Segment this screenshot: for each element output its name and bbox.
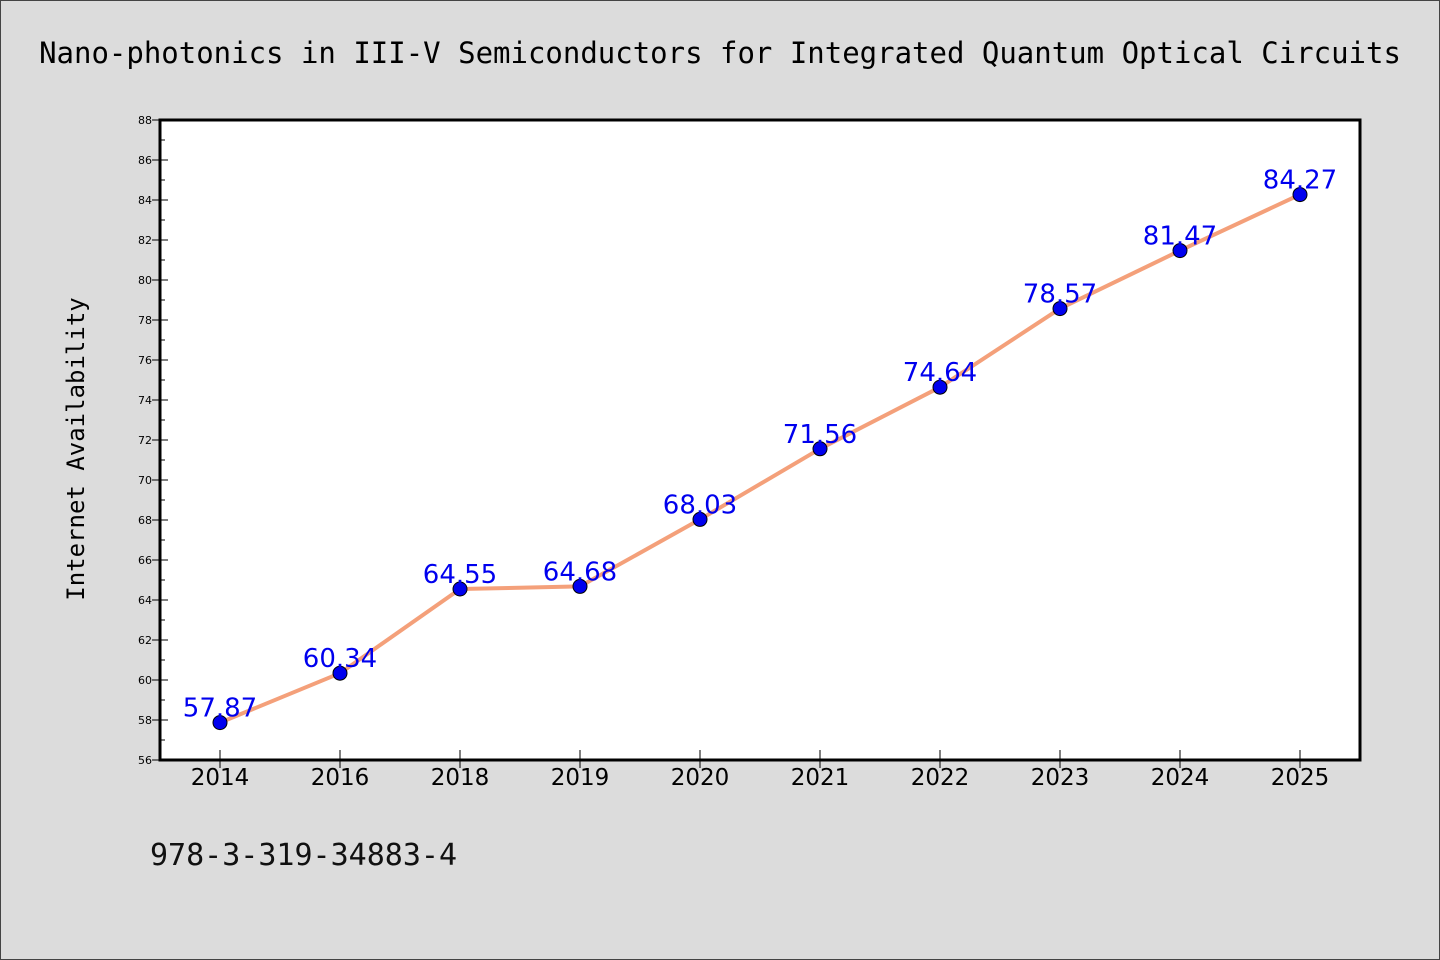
chart-title: Nano-photonics in III-V Semiconductors f… — [39, 36, 1401, 70]
data-point — [692, 511, 708, 527]
data-label: 57.87 — [183, 694, 257, 724]
data-point — [1172, 243, 1188, 259]
y-tick-label: 68 — [138, 514, 152, 527]
y-axis-label: Internet Availability — [62, 297, 90, 600]
data-label: 81.47 — [1143, 222, 1217, 252]
data-point — [332, 665, 348, 681]
data-label: 78.57 — [1023, 280, 1097, 310]
x-axis: 2014 2016 2018 2019 2020 2021 2022 2023 2024 2025 — [191, 750, 1330, 791]
data-label: 68.03 — [663, 490, 737, 520]
y-tick-label: 78 — [138, 314, 152, 327]
x-tick-label: 2024 — [1151, 765, 1210, 791]
y-tick-label: 70 — [138, 474, 152, 487]
y-tick-label: 58 — [138, 714, 152, 727]
x-tick-label: 2014 — [191, 765, 250, 791]
y-axis: 56 58 60 62 64 66 68 70 72 74 76 78 80 82 84 86 88 — [138, 114, 168, 767]
y-tick-label: 80 — [138, 274, 152, 287]
data-label: 64.55 — [423, 560, 497, 590]
x-tick-label: 2018 — [431, 765, 490, 791]
y-tick-label: 66 — [138, 554, 152, 567]
y-tick-label: 72 — [138, 434, 152, 447]
data-point — [812, 441, 828, 457]
data-point — [212, 715, 228, 731]
x-tick-label: 2022 — [911, 765, 970, 791]
data-point — [572, 578, 588, 594]
data-point — [1292, 187, 1308, 203]
y-tick-label: 64 — [138, 594, 152, 607]
data-point — [932, 379, 948, 395]
y-tick-label: 60 — [138, 674, 152, 687]
y-tick-label: 82 — [138, 234, 152, 247]
x-tick-label: 2019 — [551, 765, 610, 791]
data-label: 84.27 — [1263, 166, 1337, 196]
y-tick-label: 74 — [138, 394, 152, 407]
x-tick-label: 2020 — [671, 765, 730, 791]
data-label: 74.64 — [903, 358, 977, 388]
y-tick-label: 86 — [138, 154, 152, 167]
data-label: 60.34 — [303, 644, 377, 674]
x-tick-label: 2016 — [311, 765, 370, 791]
plot-area — [158, 118, 1362, 762]
data-point — [452, 581, 468, 597]
y-tick-label: 62 — [138, 634, 152, 647]
y-tick-label: 84 — [138, 194, 152, 207]
y-tick-label: 56 — [138, 754, 152, 767]
x-tick-label: 2021 — [791, 765, 850, 791]
footnote-isbn: 978-3-319-34883-4 — [150, 838, 457, 873]
x-tick-label: 2023 — [1031, 765, 1090, 791]
y-tick-label: 76 — [138, 354, 152, 367]
series-line — [218, 192, 1302, 725]
data-label: 64.68 — [543, 557, 617, 587]
y-tick-label: 88 — [138, 114, 152, 127]
x-tick-label: 2025 — [1271, 765, 1330, 791]
series-layer: 57.87 60.34 64.55 64.68 68.03 71.56 74.64 78.57… — [183, 166, 1337, 731]
data-label: 71.56 — [783, 420, 857, 450]
data-point — [1052, 301, 1068, 317]
